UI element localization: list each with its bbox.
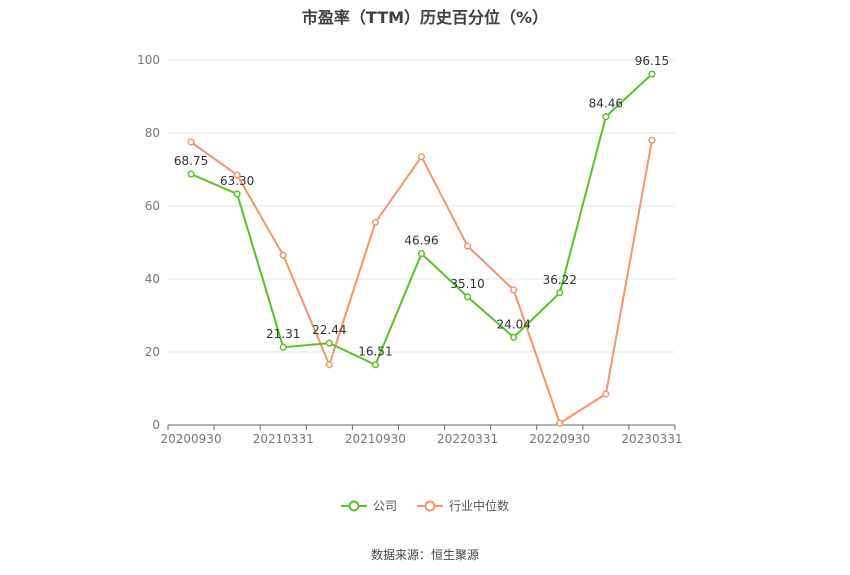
data-label: 35.10 <box>450 277 484 291</box>
data-label: 96.15 <box>635 54 669 68</box>
y-tick-label: 0 <box>152 418 160 432</box>
data-label: 16.51 <box>358 345 392 359</box>
series-point-0 <box>648 70 656 78</box>
series-point-0 <box>187 170 195 178</box>
series-point-1 <box>187 138 195 146</box>
data-source-note: 数据来源：恒生聚源 <box>370 548 479 562</box>
series-line-1 <box>190 140 653 425</box>
chart-legend: 公司 行业中位数 <box>0 497 850 514</box>
legend-label-industry-median: 行业中位数 <box>449 499 510 513</box>
series-point-0 <box>464 293 472 301</box>
series-point-0 <box>325 339 333 347</box>
series-point-0 <box>417 250 426 258</box>
series-point-1 <box>279 251 287 259</box>
x-tick-label: 20200930 <box>161 432 222 446</box>
data-label: 84.46 <box>589 97 623 111</box>
y-tick-label: 80 <box>145 126 160 140</box>
data-label: 36.22 <box>543 273 577 287</box>
x-tick-label: 20230331 <box>621 432 682 446</box>
x-tick-label: 20210930 <box>345 432 406 446</box>
series-point-1 <box>233 171 241 179</box>
data-label: 68.75 <box>174 154 208 168</box>
series-point-1 <box>417 153 426 161</box>
series-point-1 <box>371 218 379 226</box>
legend-item-industry-median[interactable]: 行业中位数 <box>417 497 509 514</box>
series-point-0 <box>556 289 564 297</box>
series-point-1 <box>602 390 610 398</box>
y-tick-label: 60 <box>145 199 160 213</box>
data-label: 63.30 <box>220 174 254 188</box>
series-point-1 <box>510 286 518 294</box>
y-tick-label: 20 <box>145 345 160 359</box>
series-point-0 <box>233 190 241 198</box>
x-tick-label: 20220930 <box>529 432 590 446</box>
series-point-1 <box>556 419 564 427</box>
data-label: 24.04 <box>497 317 531 331</box>
series-point-0 <box>371 361 379 369</box>
data-label: 46.96 <box>404 234 438 248</box>
series-point-0 <box>602 113 610 121</box>
series-line-0 <box>190 73 653 367</box>
x-tick-label: 20220331 <box>437 432 498 446</box>
series-point-0 <box>279 343 287 351</box>
legend-label-company: 公司 <box>372 499 397 513</box>
x-tick-label: 20210331 <box>253 432 314 446</box>
legend-company-line-icon <box>340 500 367 511</box>
legend-item-company[interactable]: 公司 <box>340 497 397 514</box>
y-tick-label: 40 <box>145 272 160 286</box>
series-point-1 <box>648 136 656 144</box>
series-point-1 <box>325 361 333 369</box>
data-label: 21.31 <box>266 327 300 341</box>
series-point-0 <box>510 333 518 341</box>
data-label: 22.44 <box>312 323 346 337</box>
legend-industry-line-icon <box>417 500 443 511</box>
chart-title: 市盈率（TTM）历史百分位（%） <box>301 8 549 27</box>
y-tick-label: 100 <box>137 53 160 67</box>
series-point-1 <box>464 242 472 250</box>
